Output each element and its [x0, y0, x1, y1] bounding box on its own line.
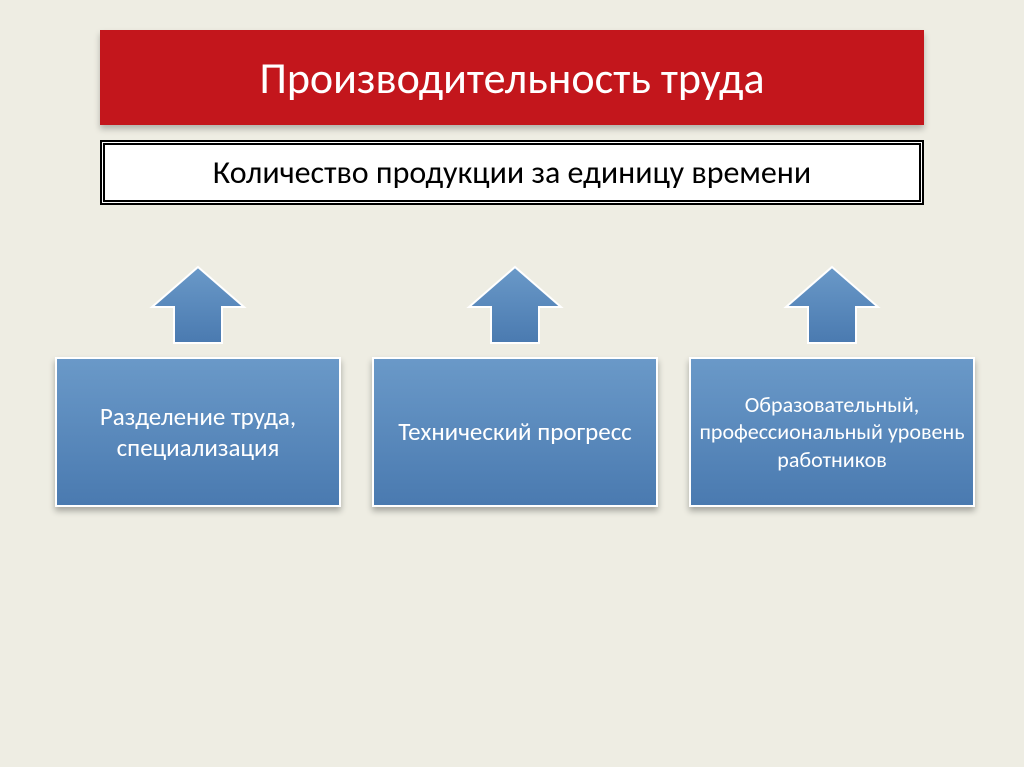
factor-item: Технический прогресс	[372, 265, 658, 507]
arrow-path	[786, 267, 878, 343]
factors-row: Разделение труда, специализация Техничес…	[55, 265, 975, 507]
subtitle-text: Количество продукции за единицу времени	[213, 153, 811, 192]
slide-title: Производительность труда	[100, 30, 924, 125]
factor-item: Образовательный, профессиональный уровен…	[689, 265, 975, 507]
factor-label: Образовательный, профессиональный уровен…	[699, 391, 965, 474]
arrow-up-icon	[465, 265, 565, 345]
factor-label: Технический прогресс	[398, 416, 632, 447]
arrow-path	[469, 267, 561, 343]
factor-label: Разделение труда, специализация	[65, 401, 331, 464]
arrow-up-icon	[148, 265, 248, 345]
factor-item: Разделение труда, специализация	[55, 265, 341, 507]
factor-box: Технический прогресс	[372, 357, 658, 507]
factor-box: Разделение труда, специализация	[55, 357, 341, 507]
title-text: Производительность труда	[259, 51, 764, 105]
arrow-path	[152, 267, 244, 343]
slide-subtitle: Количество продукции за единицу времени	[100, 140, 924, 205]
factor-box: Образовательный, профессиональный уровен…	[689, 357, 975, 507]
arrow-up-icon	[782, 265, 882, 345]
